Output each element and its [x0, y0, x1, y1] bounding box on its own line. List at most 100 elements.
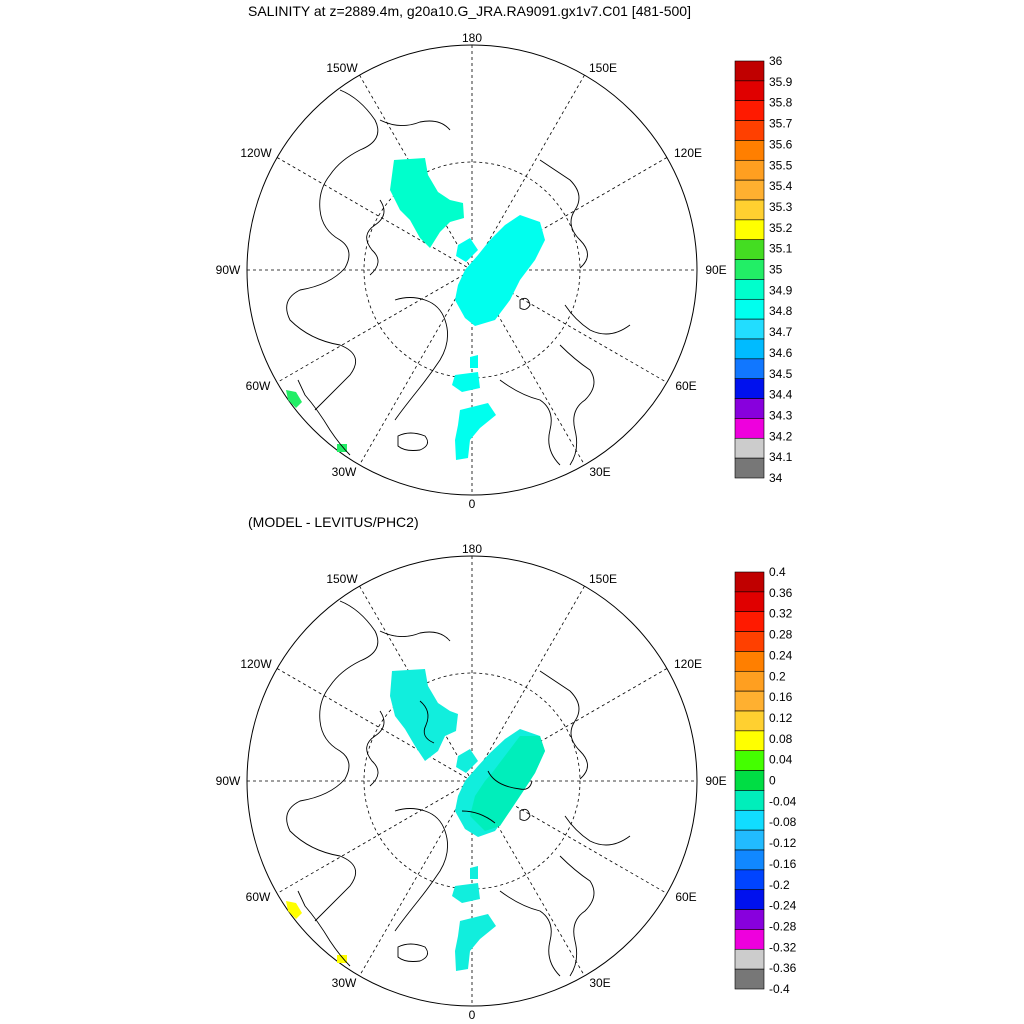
label-lon-0: 0 — [469, 497, 476, 511]
label-lon-60w: 60W — [246, 379, 271, 393]
fill-region-central — [456, 749, 478, 773]
colorbar-label: 35.3 — [769, 200, 793, 214]
colorbar-label: 0 — [769, 774, 776, 788]
label-lon-150e: 150E — [589, 572, 617, 586]
colorbar-label: 0.32 — [769, 607, 793, 621]
colorbar-label: -0.16 — [769, 857, 797, 871]
label-lon-90w: 90W — [216, 774, 241, 788]
colorbar-swatch — [734, 100, 765, 121]
label-lon-30w: 30W — [332, 465, 357, 479]
colorbar-label: 0.2 — [769, 669, 786, 683]
label-lon-30w: 30W — [332, 976, 357, 990]
fill-region-labrador — [286, 390, 302, 408]
colorbar-swatch — [734, 437, 765, 459]
panel-title-salinity: SALINITY at z=2889.4m, g20a10.G_JRA.RA90… — [248, 3, 691, 19]
colorbar-swatch — [734, 219, 765, 241]
colorbar-label: -0.24 — [769, 899, 797, 913]
colorbar-label: 34.6 — [769, 346, 793, 360]
label-lon-60e: 60E — [675, 890, 696, 904]
colorbar-label: 35.4 — [769, 179, 793, 193]
colorbar-swatch — [734, 909, 765, 930]
colorbar-swatch — [734, 571, 765, 593]
colorbar-swatch — [734, 849, 765, 871]
fill-region-greenland-sea — [455, 914, 496, 971]
colorbar-swatch — [734, 298, 765, 320]
colorbar-swatch — [734, 631, 765, 652]
label-lon-150w: 150W — [326, 572, 358, 586]
colorbar-swatch — [734, 869, 765, 891]
label-lon-30e: 30E — [589, 976, 610, 990]
colorbar-label: 35.6 — [769, 137, 793, 151]
colorbar-swatch — [734, 809, 765, 831]
colorbar-swatch — [734, 929, 765, 950]
colorbar-label: -0.4 — [769, 982, 790, 996]
colorbar-swatch — [734, 378, 765, 399]
colorbar-label: 34.8 — [769, 304, 793, 318]
colorbar-swatch — [734, 179, 765, 201]
colorbar-swatch — [734, 80, 765, 102]
colorbar-label: 0.36 — [769, 586, 793, 600]
colorbar-salinity: 36 35.9 35.8 35.7 35.6 35.5 35.4 35.3 35.2 35.1 35… — [734, 54, 793, 485]
colorbar-label: 0.16 — [769, 690, 793, 704]
colorbar-label: -0.04 — [769, 794, 797, 808]
zero-contours — [419, 700, 533, 824]
fill-region-eurasian-core — [470, 736, 545, 831]
colorbar-swatch — [734, 968, 765, 990]
colorbar-swatch — [734, 889, 765, 910]
colorbar-label: 0.08 — [769, 732, 793, 746]
colorbar-label: -0.32 — [769, 940, 797, 954]
colorbar-swatch — [734, 120, 765, 141]
colorbar-swatch — [734, 398, 765, 419]
label-lon-120w: 120W — [240, 657, 272, 671]
label-lon-60w: 60W — [246, 890, 271, 904]
fill-region-north-atlantic — [337, 955, 347, 963]
label-lon-30e: 30E — [589, 465, 610, 479]
colorbar-difference: 0.4 0.36 0.32 0.28 0.24 0.2 0.16 0.12 0.08 0.04 0 -… — [734, 565, 797, 996]
colorbar-swatch — [734, 199, 765, 221]
label-lon-150w: 150W — [326, 61, 358, 75]
colorbar-swatch — [734, 338, 765, 360]
colorbar-label: -0.12 — [769, 836, 797, 850]
colorbar-swatch — [734, 651, 765, 672]
colorbar-swatch — [734, 948, 765, 970]
colorbar-label: 35.5 — [769, 158, 793, 172]
colorbar-label: 34.7 — [769, 325, 793, 339]
colorbar-swatch — [734, 670, 765, 692]
colorbar-label: 0.12 — [769, 711, 793, 725]
colorbar-label: 35.1 — [769, 242, 793, 256]
panel-title-difference: (MODEL - LEVITUS/PHC2) — [248, 514, 419, 530]
colorbar-label: -0.36 — [769, 961, 797, 975]
fill-region-north-atlantic — [337, 444, 347, 452]
ocean-fill-salinity — [286, 158, 545, 460]
label-lon-120w: 120W — [240, 146, 272, 160]
label-lon-90e: 90E — [705, 263, 726, 277]
fill-region-greenland-sea — [455, 403, 496, 460]
colorbar-label: 34.4 — [769, 388, 793, 402]
colorbar-swatch — [734, 591, 765, 613]
fill-region-fram-north — [470, 866, 478, 879]
difference-polar-map: 180 150W 150E 120W 120E 90W 90E 60W 60E … — [216, 542, 797, 1022]
colorbar-label: 35.2 — [769, 221, 793, 235]
fill-region-labrador — [286, 901, 302, 919]
colorbar-label: 0.04 — [769, 753, 793, 767]
longitude-labels: 180 150W 150E 120W 120E 90W 90E 60W 60E … — [216, 542, 727, 1022]
salinity-polar-map: 180 150W 150E 120W 120E 90W 90E 60W 60E … — [216, 31, 793, 511]
colorbar-swatch — [734, 358, 765, 380]
colorbar-label: 34 — [769, 471, 783, 485]
label-lon-0: 0 — [469, 1008, 476, 1022]
colorbar-label: 0.24 — [769, 648, 793, 662]
longitude-labels: 180 150W 150E 120W 120E 90W 90E 60W 60E … — [216, 31, 727, 511]
coastlines — [286, 600, 631, 977]
label-lon-120e: 120E — [674, 657, 702, 671]
colorbar-swatch — [734, 60, 765, 82]
colorbar-swatch — [734, 418, 765, 439]
colorbar-label: 0.28 — [769, 628, 793, 642]
label-lon-90w: 90W — [216, 263, 241, 277]
label-lon-60e: 60E — [675, 379, 696, 393]
colorbar-label: 35 — [769, 263, 783, 277]
fill-region-eurasian-basin — [455, 215, 545, 326]
colorbar-label: 35.9 — [769, 75, 793, 89]
fill-region-beaufort — [390, 158, 464, 248]
colorbar-swatch — [734, 690, 765, 712]
colorbar-label: 35.7 — [769, 117, 793, 131]
